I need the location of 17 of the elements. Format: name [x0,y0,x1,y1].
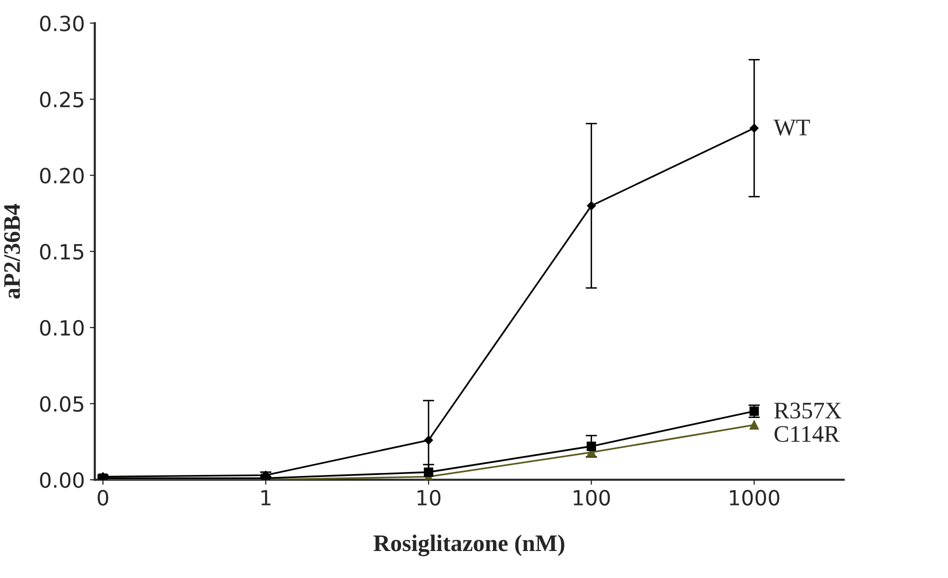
series-label: WT [774,120,810,136]
series-label: R357X [774,402,842,419]
y-tick-label: 0.25 [40,92,84,108]
x-tick-label: 1 [261,490,270,506]
y-tick-label: 0.00 [40,472,84,488]
x-tick-label: 1000 [730,490,780,506]
x-axis-title: Rosiglitazone (nM) [374,534,564,556]
y-axis-title: aP2/36B4 [4,204,20,299]
y-tick-label: 0.30 [40,16,84,32]
x-tick-label: 10 [418,490,440,506]
y-tick-label: 0.20 [40,168,84,184]
y-tick-label: 0.10 [40,320,84,336]
x-tick-label: 100 [574,490,610,506]
x-tick-label: 0 [98,490,108,506]
y-tick-label: 0.15 [40,244,84,260]
series-label: C114R [774,426,840,442]
y-tick-label: 0.05 [40,396,84,412]
